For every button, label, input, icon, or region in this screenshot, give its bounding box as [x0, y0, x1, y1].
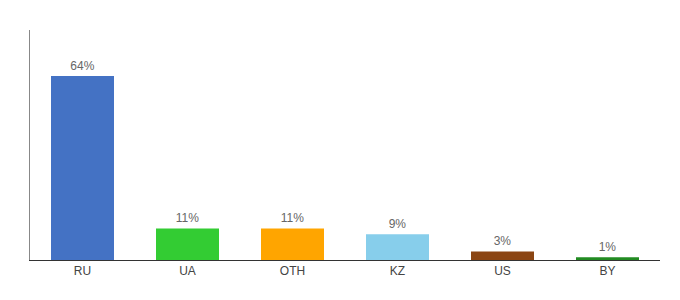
- svg-text:11%: 11%: [281, 211, 304, 225]
- svg-text:1%: 1%: [599, 240, 617, 254]
- svg-text:3%: 3%: [494, 234, 512, 248]
- svg-text:OTH: OTH: [280, 264, 305, 278]
- svg-text:64%: 64%: [70, 59, 94, 73]
- svg-text:KZ: KZ: [390, 264, 405, 278]
- svg-text:BY: BY: [599, 264, 615, 278]
- svg-text:9%: 9%: [389, 217, 407, 231]
- svg-text:11%: 11%: [176, 211, 199, 225]
- svg-text:US: US: [494, 264, 511, 278]
- svg-text:UA: UA: [179, 264, 196, 278]
- svg-text:RU: RU: [74, 264, 91, 278]
